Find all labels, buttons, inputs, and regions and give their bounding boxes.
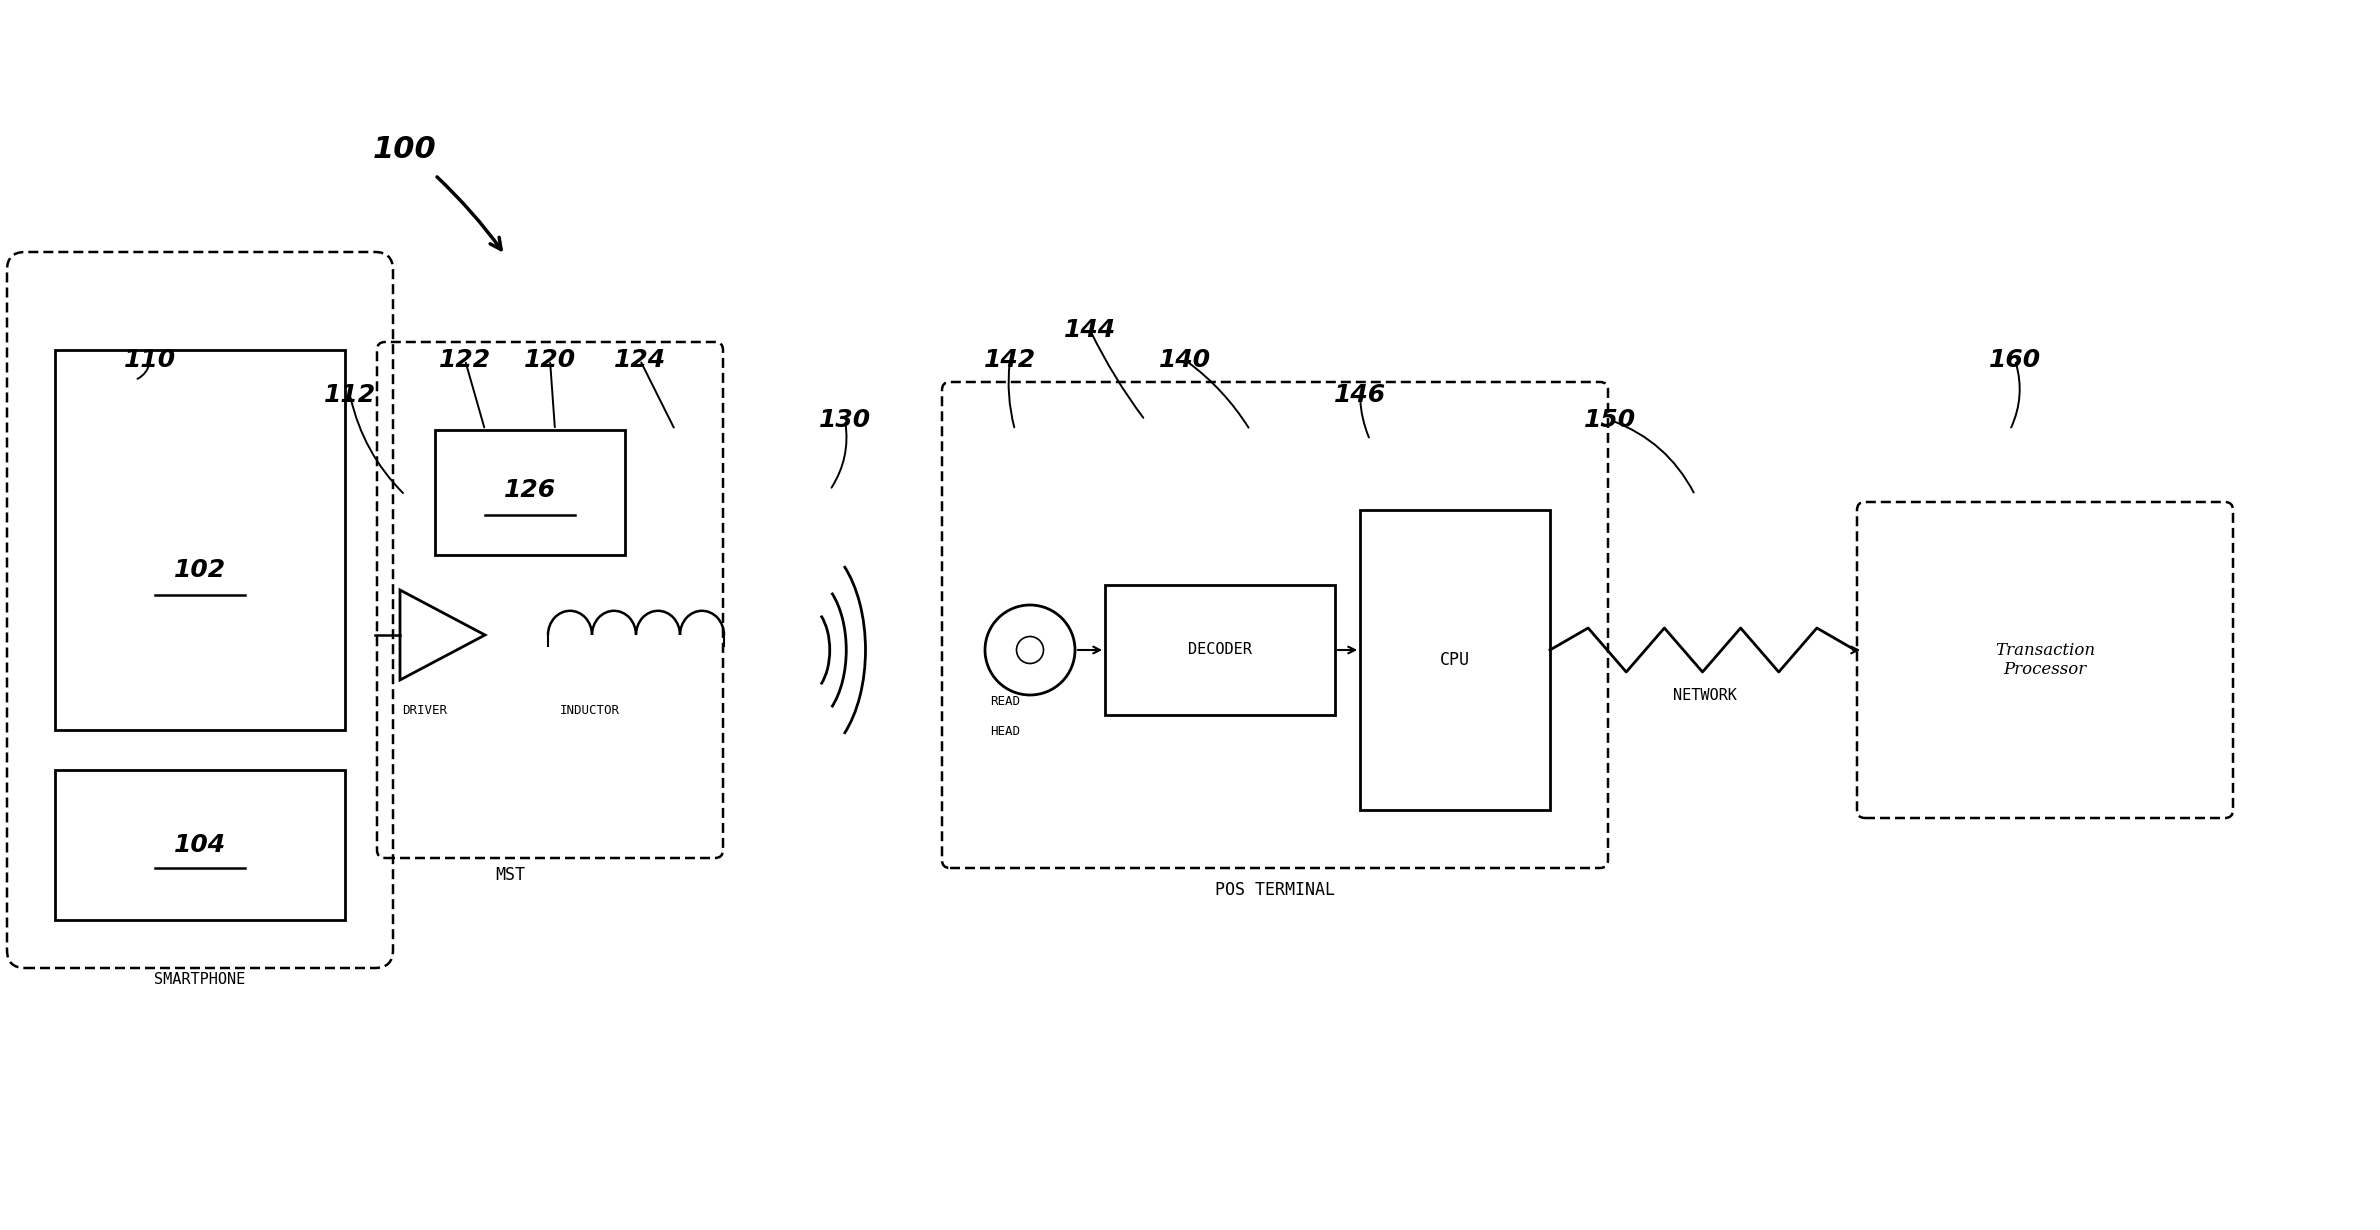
Text: CPU: CPU — [1440, 651, 1471, 669]
Text: 102: 102 — [174, 558, 226, 582]
Text: READ: READ — [990, 695, 1021, 708]
Bar — [55, 351, 345, 729]
Text: 120: 120 — [524, 348, 576, 371]
Bar — [436, 430, 626, 555]
Text: 126: 126 — [505, 478, 557, 502]
Text: NETWORK: NETWORK — [1673, 688, 1737, 702]
Text: 140: 140 — [1159, 348, 1211, 371]
Bar — [1104, 585, 1335, 715]
Text: 142: 142 — [983, 348, 1035, 371]
Text: 100: 100 — [374, 135, 438, 165]
Text: 112: 112 — [324, 383, 376, 407]
Text: 104: 104 — [174, 833, 226, 857]
Text: DRIVER: DRIVER — [402, 704, 447, 717]
Text: 124: 124 — [614, 348, 666, 371]
Bar — [1359, 510, 1549, 811]
Text: 144: 144 — [1064, 319, 1116, 342]
Text: MST: MST — [495, 866, 526, 884]
Text: 130: 130 — [819, 408, 871, 432]
Text: 146: 146 — [1333, 383, 1385, 407]
Text: INDUCTOR: INDUCTOR — [559, 704, 621, 717]
Text: 122: 122 — [438, 348, 490, 371]
Text: HEAD: HEAD — [990, 724, 1021, 738]
Bar — [55, 770, 345, 920]
Text: 160: 160 — [1990, 348, 2042, 371]
Text: 150: 150 — [1585, 408, 1635, 432]
Text: POS TERMINAL: POS TERMINAL — [1216, 881, 1335, 899]
Text: SMARTPHONE: SMARTPHONE — [155, 973, 245, 988]
Text: DECODER: DECODER — [1188, 642, 1252, 658]
Text: Transaction
Processor: Transaction Processor — [1994, 642, 2094, 678]
Text: 110: 110 — [124, 348, 176, 371]
